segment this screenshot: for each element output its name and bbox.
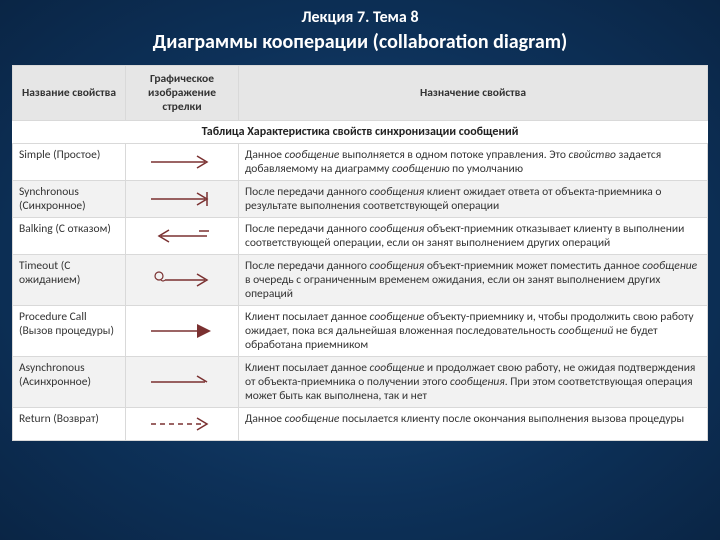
arrow-balking-icon (126, 217, 239, 254)
arrow-return-icon (126, 407, 239, 440)
arrow-procedure-icon (126, 305, 239, 356)
arrow-timeout-icon (126, 254, 239, 305)
property-name: Synchronous (Синхронное) (13, 180, 126, 217)
title-line2: Диаграммы кооперации (collaboration diag… (0, 29, 720, 55)
arrow-synchronous-icon (126, 180, 239, 217)
table-row: Timeout (С ожиданием) После передачи дан… (13, 254, 708, 305)
table-row: Simple (Простое) Данное сообщение выполн… (13, 143, 708, 180)
table-row: Balking (С отказом) После передачи данно… (13, 217, 708, 254)
property-name: Return (Возврат) (13, 407, 126, 440)
table-row: Asynchronous (Асинхронное) Клиент посыла… (13, 356, 708, 407)
arrow-simple-icon (126, 143, 239, 180)
table-row: Synchronous (Синхронное) После передачи … (13, 180, 708, 217)
property-name: Balking (С отказом) (13, 217, 126, 254)
property-description: Клиент посылает данное сообщение и продо… (239, 356, 708, 407)
slide-title: Лекция 7. Тема 8 Диаграммы кооперации (c… (0, 0, 720, 55)
table-caption-row: Таблица Характеристика свойств синхрониз… (13, 120, 708, 143)
property-name: Timeout (С ожиданием) (13, 254, 126, 305)
col-header-arrow: Графическое изображение стрелки (126, 65, 239, 120)
col-header-name: Название свойства (13, 65, 126, 120)
property-description: Клиент посылает данное сообщение объекту… (239, 305, 708, 356)
arrow-asynchronous-icon (126, 356, 239, 407)
sync-properties-table-wrap: Таблица Характеристика свойств синхрониз… (12, 65, 708, 441)
table-header-row: Название свойства Графическое изображени… (13, 65, 708, 120)
sync-properties-table: Таблица Характеристика свойств синхрониз… (12, 65, 708, 441)
property-description: После передачи данного сообщения объект-… (239, 217, 708, 254)
property-description: После передачи данного сообщения клиент … (239, 180, 708, 217)
col-header-desc: Назначение свойства (239, 65, 708, 120)
property-description: Данное сообщение посылается клиенту посл… (239, 407, 708, 440)
property-name: Asynchronous (Асинхронное) (13, 356, 126, 407)
property-name: Simple (Простое) (13, 143, 126, 180)
table-row: Return (Возврат) Данное сообщение посыла… (13, 407, 708, 440)
property-name: Procedure Call (Вызов процедуры) (13, 305, 126, 356)
property-description: Данное сообщение выполняется в одном пот… (239, 143, 708, 180)
table-row: Procedure Call (Вызов процедуры) Клиент … (13, 305, 708, 356)
table-caption: Таблица Характеристика свойств синхрониз… (13, 120, 708, 143)
property-description: После передачи данного сообщения объект-… (239, 254, 708, 305)
title-line1: Лекция 7. Тема 8 (0, 8, 720, 29)
table-body: Simple (Простое) Данное сообщение выполн… (13, 143, 708, 440)
